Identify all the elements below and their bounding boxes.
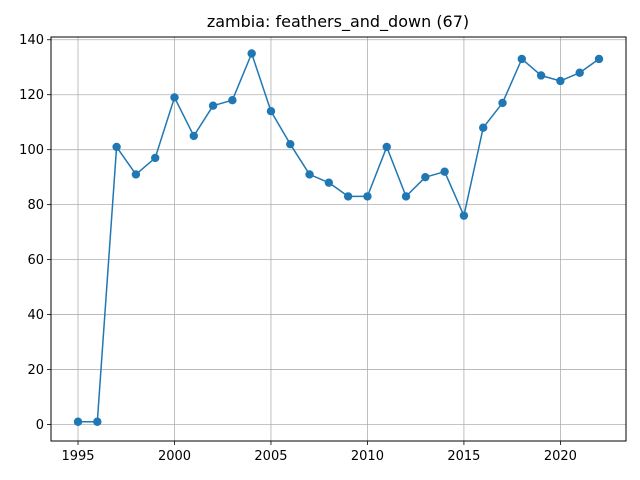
x-axis: 1995 2000 2005 2010 2015 2020	[61, 441, 577, 464]
series-line	[78, 52, 600, 423]
grid	[51, 37, 626, 441]
plot-frame	[50, 36, 627, 442]
data-point-2011	[382, 142, 391, 152]
data-point-2015	[459, 211, 469, 220]
data-point-2007	[305, 170, 314, 179]
data-point-1997	[112, 142, 121, 152]
data-point-1998	[131, 170, 141, 179]
data-point-2014	[440, 167, 449, 176]
chart-title: zambia: feathers_and_down (67)	[207, 12, 469, 32]
x-tick-label: 2010	[351, 449, 384, 464]
data-point-2022	[594, 54, 604, 64]
y-tick-label: 80	[27, 198, 44, 213]
y-tick-label: 0	[36, 418, 44, 433]
y-tick-label: 120	[19, 88, 44, 103]
data-point-2002	[208, 101, 218, 110]
data-point-2018	[517, 54, 527, 64]
data-point-2008	[324, 178, 334, 187]
x-tick-label: 1995	[61, 449, 94, 464]
data-point-2019	[536, 71, 546, 80]
y-axis: 0 20 40 60 80 100 120 140	[19, 33, 51, 433]
y-tick-label: 100	[19, 143, 44, 158]
data-point-2006	[286, 139, 295, 149]
data-point-2020	[556, 76, 565, 86]
data-point-2003	[228, 96, 237, 105]
y-tick-label: 140	[19, 33, 44, 48]
data-point-1999	[150, 153, 160, 163]
x-tick-label: 2015	[447, 449, 480, 464]
data-point-2021	[575, 68, 584, 77]
x-tick-label: 2005	[254, 449, 287, 464]
data-point-2012	[401, 192, 411, 201]
data-point-2010	[363, 192, 372, 201]
data-point-1995	[73, 417, 83, 426]
y-tick-label: 40	[27, 308, 44, 323]
y-tick-label: 20	[27, 363, 44, 378]
data-point-2004	[247, 49, 256, 58]
data-point-2016	[479, 123, 488, 132]
data-point-2000	[170, 93, 179, 102]
data-point-2005	[266, 107, 276, 116]
x-tick-label: 2020	[544, 449, 577, 464]
data-point-1996	[93, 417, 102, 426]
data-point-2001	[189, 131, 198, 141]
data-point-2017	[498, 98, 507, 108]
series-layer	[73, 49, 604, 426]
y-tick-label: 60	[27, 253, 44, 268]
data-point-2013	[421, 172, 430, 182]
x-tick-label: 2000	[158, 449, 191, 464]
data-point-2009	[343, 192, 353, 201]
